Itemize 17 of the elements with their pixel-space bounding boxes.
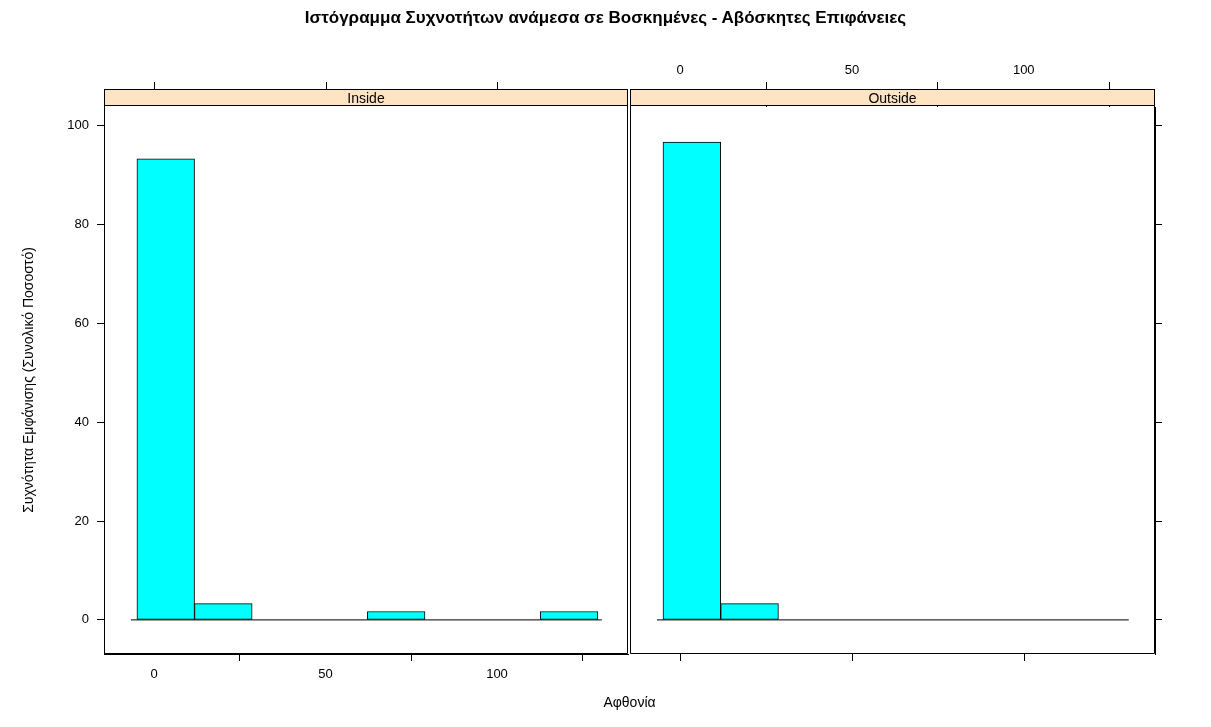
chart-title: Ιστόγραμμα Συχνοτήτων ανάμεσα σε Βοσκημένες - Αβόσκητες Επιφάνειες (303, 8, 908, 28)
y-tick-label: 100 (67, 117, 89, 133)
y-tick-label: 20 (74, 512, 89, 528)
y-tick-label: 0 (81, 611, 89, 627)
x-tick-label: 100 (486, 666, 508, 682)
chart-subtitle: Inside (104, 89, 628, 106)
x-axis-title: Αφθονία (602, 694, 657, 710)
x-tick-label: 0 (150, 666, 158, 682)
x-tick-label: 0 (676, 61, 684, 77)
y-tick-label: 60 (74, 315, 89, 331)
y-axis-title: Συχνότητα Εμφάνισης (Συνολικό Ποσοστό) (19, 247, 36, 513)
y-tick-label: 40 (74, 413, 89, 429)
y-tick-label: 80 (74, 216, 89, 232)
chart-subtitle: Outside (630, 89, 1155, 106)
x-tick-label: 50 (318, 666, 333, 682)
x-tick-label: 50 (844, 61, 860, 77)
x-tick-label: 100 (1012, 61, 1035, 77)
